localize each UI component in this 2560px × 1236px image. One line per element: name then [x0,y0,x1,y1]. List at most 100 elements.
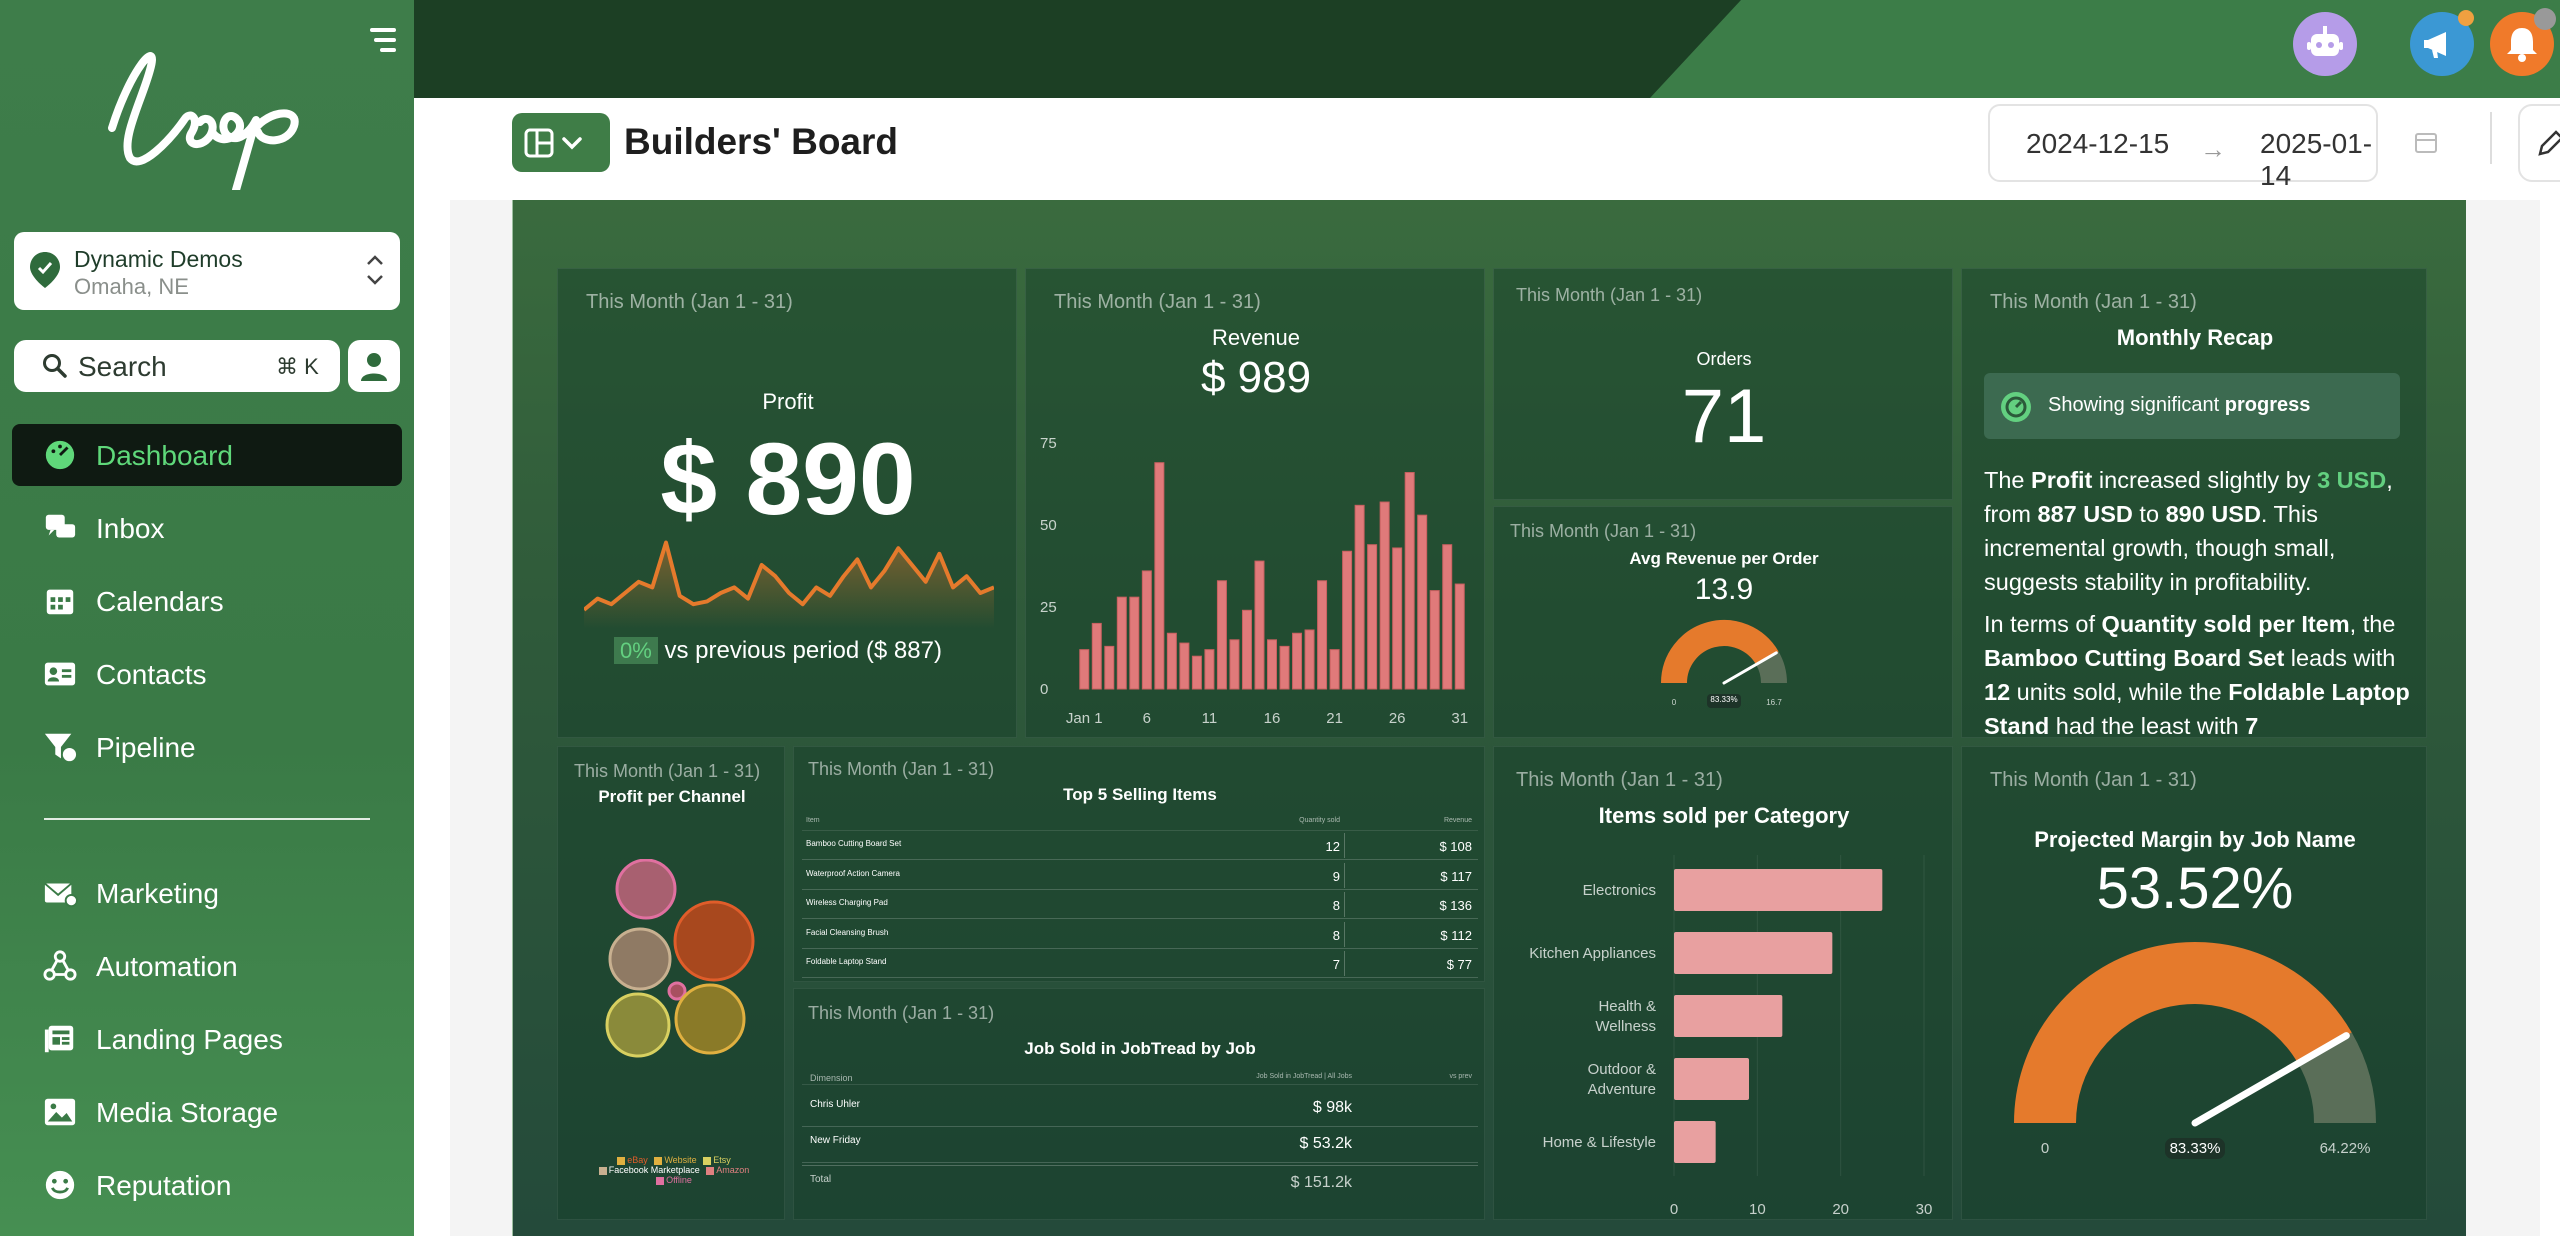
table-row: Wireless Charging Pad 8 $ 136 [802,890,1478,919]
revenue-bar [1342,550,1353,690]
category-label: Electronics [1583,882,1656,899]
revenue-bar [1079,649,1090,690]
card-period: This Month (Jan 1 - 31) [586,291,793,313]
total-label: Total [810,1174,832,1185]
profile-button[interactable] [348,340,400,392]
item-revenue: $ 77 [1446,957,1472,972]
revenue-bar [1292,632,1303,690]
landing-pages-icon [44,1025,74,1053]
sidebar-item-landing-pages[interactable]: Landing Pages [12,1008,402,1070]
orders-card[interactable]: This Month (Jan 1 - 31) Orders 71 [1493,268,1953,500]
megaphone-icon [2424,32,2446,58]
card-title: Top 5 Selling Items [1063,785,1217,804]
sidebar-item-label: Contacts [96,659,207,690]
x-tick-label: 26 [1389,710,1406,727]
item-quantity: 9 [1332,868,1340,884]
location-switcher[interactable]: Dynamic Demos Omaha, NE [14,232,400,310]
location-pin-icon [30,252,60,288]
profit-comparison: 0% vs previous period ($ 887) [614,637,942,665]
date-arrow-icon: → [2200,134,2226,164]
revenue-bar [1204,649,1215,690]
revenue-card[interactable]: This Month (Jan 1 - 31) Revenue $ 989 75… [1025,268,1485,738]
monthly-recap-card[interactable]: This Month (Jan 1 - 31) Monthly Recap Sh… [1961,268,2427,738]
sidebar-item-dashboard[interactable]: Dashboard [12,424,402,486]
column-header: Item [806,817,820,824]
notifications-button[interactable] [2490,8,2556,76]
column-divider [1344,921,1345,947]
contacts-icon [44,662,76,686]
projected-margin-card[interactable]: This Month (Jan 1 - 31) Projected Margin… [1961,746,2427,1220]
item-revenue: $ 117 [1440,868,1472,884]
sidebar-item-contacts[interactable]: Contacts [12,643,402,705]
sidebar-item-reputation[interactable]: Reputation [12,1154,402,1216]
jobs-card[interactable]: This Month (Jan 1 - 31) Job Sold in JobT… [793,988,1485,1220]
search-button[interactable]: Search ⌘ K [14,340,340,392]
gauge-pct-pill [2165,1138,2225,1159]
revenue-bar [1116,596,1127,690]
date-to: 2025-01-14 [2260,128,2373,191]
layout-switcher-button[interactable] [512,113,610,172]
item-name: Foldable Laptop Stand [806,957,887,966]
revenue-bar [1141,570,1152,690]
table-header: Item Quantity sold Revenue [802,809,1478,831]
category-bar [1674,995,1783,1037]
menu-toggle-icon[interactable] [366,26,396,54]
column-header: Job Sold in JobTread | All Jobs [1256,1073,1352,1080]
margin-gauge: 0 64.22% 83.33% [2014,942,2376,1159]
gauge-icon [2001,392,2031,422]
table-row: Chris Uhler $ 98k [802,1091,1478,1127]
column-header: Quantity sold [1299,817,1340,824]
items-per-category-card[interactable]: This Month (Jan 1 - 31) Items sold per C… [1493,746,1953,1220]
x-tick-label: 21 [1326,710,1343,727]
top-selling-items-card[interactable]: This Month (Jan 1 - 31) Top 5 Selling It… [793,746,1485,982]
gauge-min-label: 0 [1672,698,1677,707]
revenue-bar [1191,655,1202,690]
y-tick-label: 75 [1040,435,1057,452]
sidebar-item-automation[interactable]: Automation [12,935,402,997]
profit-per-channel-card[interactable]: This Month (Jan 1 - 31) Profit per Chann… [557,746,785,1220]
calendar-icon [46,589,74,615]
calendar-icon[interactable] [2414,130,2438,154]
card-title: Avg Revenue per Order [1629,549,1819,568]
category-label: Wellness [1595,1018,1656,1035]
announcements-button[interactable] [2410,10,2474,76]
edit-button[interactable] [2518,104,2560,182]
card-title: Job Sold in JobTread by Job [1024,1039,1256,1058]
card-period: This Month (Jan 1 - 31) [808,1003,995,1023]
avg-revenue-card[interactable]: This Month (Jan 1 - 31) Avg Revenue per … [1493,506,1953,738]
layout-icon [524,128,582,158]
item-quantity: 12 [1325,839,1340,854]
recap-paragraph-2: In terms of Quantity sold per Item, the … [1984,611,2410,738]
gauge-max-label: 16.7 [1766,698,1782,707]
sidebar-item-label: Calendars [96,586,224,617]
table-row: Bamboo Cutting Board Set 12 $ 108 [802,831,1478,860]
sidebar-item-calendars[interactable]: Calendars [12,570,402,632]
sidebar-item-label: Dashboard [96,440,233,471]
revenue-bar [1354,504,1365,690]
date-range-picker[interactable]: 2024-12-15 → 2025-01-14 [1988,104,2378,191]
sidebar-item-media-storage[interactable]: Media Storage [12,1081,402,1143]
revenue-bar [1454,583,1465,690]
notification-badge [2534,8,2556,30]
profit-card[interactable]: This Month (Jan 1 - 31) Profit $ 890 0% … [557,268,1017,738]
nav-divider [44,818,370,820]
revenue-bar [1317,580,1328,690]
profit-value: $ 890 [660,422,916,536]
sidebar-item-pipeline[interactable]: Pipeline [12,716,402,778]
inbox-icon [45,514,76,538]
change-badge: 0% [614,637,658,664]
column-header: Dimension [810,1073,853,1083]
card-title: Profit [762,389,814,414]
x-tick-label: 0 [1670,1201,1678,1217]
sidebar-item-marketing[interactable]: Marketing [12,862,402,924]
revenue-bar [1229,639,1240,690]
sidebar-item-inbox[interactable]: Inbox [12,497,402,559]
revenue-bar [1404,472,1415,690]
sidebar-item-label: Marketing [96,878,219,909]
gauge-fill [2014,942,2352,1124]
revenue-bar [1417,514,1428,690]
gauge-needle [1722,651,1778,685]
revenue-bar [1091,622,1102,690]
ai-assistant-button[interactable] [2293,12,2357,76]
compare-text: vs previous period ($ 887) [664,637,942,664]
